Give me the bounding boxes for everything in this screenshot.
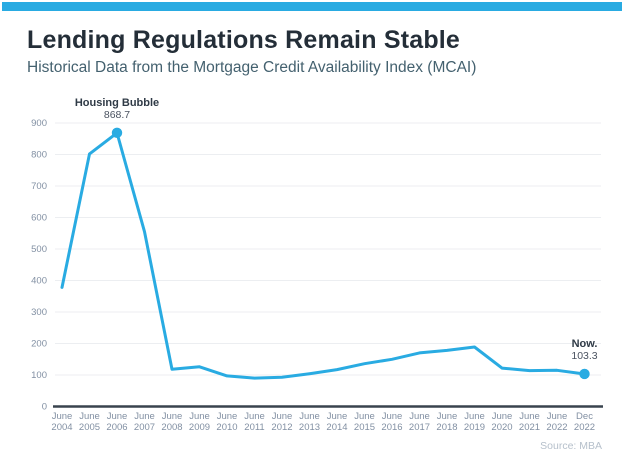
annotation-value: 103.3 [571,350,597,362]
x-tick-label: June 2005 [79,411,100,433]
x-tick-label: June 2021 [519,411,540,433]
annotation-label: Housing Bubble [75,97,159,109]
x-tick-label: June 2006 [106,411,127,433]
mcai-line-series [60,131,586,380]
x-tick-label: June 2009 [189,411,210,433]
x-tick-label: June 2020 [491,411,512,433]
x-tick-label: June 2007 [134,411,155,433]
source-label: Source: MBA [540,440,602,452]
x-tick-label: June 2019 [464,411,485,433]
x-tick-label: June 2010 [216,411,237,433]
y-tick-label: 800 [31,150,47,161]
x-tick-label: June 2014 [326,411,347,433]
y-tick-label: 200 [31,339,47,350]
annotation-value: 868.7 [104,109,130,121]
page-title: Lending Regulations Remain Stable [27,26,461,54]
x-tick-label: June 2017 [409,411,430,433]
x-tick-label: June 2022 [546,411,567,433]
y-tick-label: 500 [31,244,47,255]
data-point-marker [579,368,590,380]
y-tick-label: 900 [31,118,47,129]
x-tick-label: June 2016 [381,411,402,433]
x-tick-label: June 2015 [354,411,375,433]
y-tick-label: 700 [31,181,47,192]
top-accent-bar [2,2,622,11]
x-tick-label: June 2013 [299,411,320,433]
annotation-label: Now. [572,338,598,350]
x-tick-label: June 2012 [271,411,292,433]
y-tick-label: 0 [42,402,47,413]
data-point-marker [111,127,123,139]
x-tick-label: June 2011 [244,411,265,433]
y-tick-label: 300 [31,307,47,318]
x-tick-label: June 2008 [161,411,182,433]
x-tick-label: June 2018 [436,411,457,433]
x-tick-label: Dec 2022 [574,411,595,433]
y-tick-label: 600 [31,213,47,224]
page-subtitle: Historical Data from the Mortgage Credit… [27,59,477,76]
y-tick-label: 100 [31,370,47,381]
x-tick-label: June 2004 [51,411,72,433]
y-tick-label: 400 [31,276,47,287]
